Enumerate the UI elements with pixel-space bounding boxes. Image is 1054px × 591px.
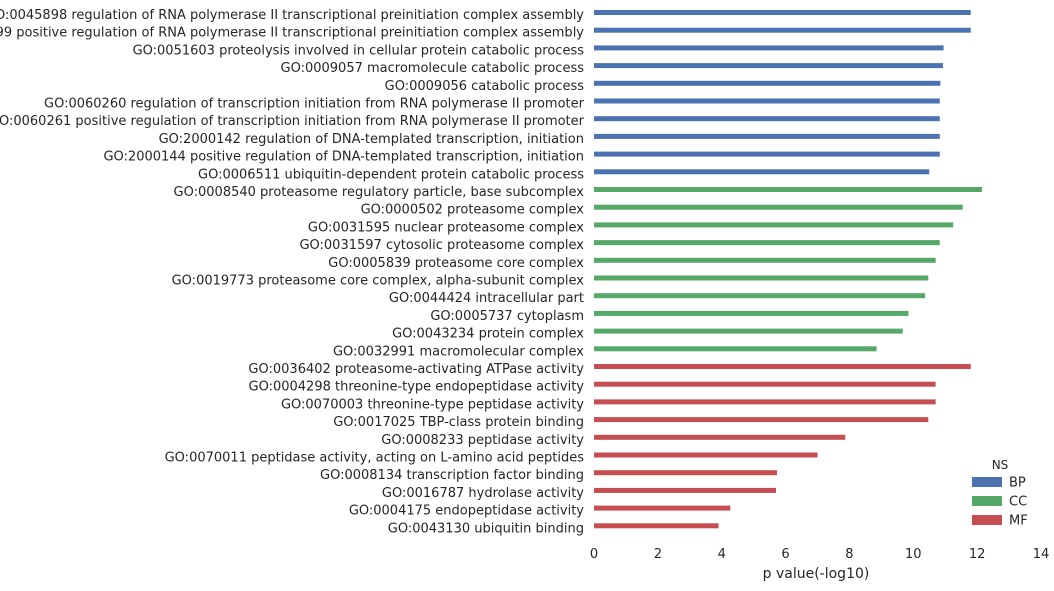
category-label: GO:2000144 positive regulation of DNA-te… xyxy=(103,150,584,165)
bar-bp xyxy=(594,151,940,157)
category-label: GO:0008233 peptidase activity xyxy=(381,433,584,448)
bar-cc xyxy=(594,275,929,281)
bar-bp xyxy=(594,80,941,86)
category-label: GO:0070003 threonine-type peptidase acti… xyxy=(281,397,584,412)
category-label: GO:0031597 cytosolic proteasome complex xyxy=(299,238,584,253)
x-tick-label: 6 xyxy=(781,547,789,562)
category-label: GO:0031595 nuclear proteasome complex xyxy=(308,220,584,235)
legend-swatch-bp xyxy=(972,477,1002,487)
bar-bp xyxy=(594,63,943,69)
bar-mf xyxy=(594,452,818,458)
category-label: GO:0060261 positive regulation of transc… xyxy=(0,114,585,129)
category-label: GO:0017025 TBP-class protein binding xyxy=(333,415,584,430)
bar-bp xyxy=(594,10,971,15)
bars-layer xyxy=(594,10,982,529)
legend: NS BP CC MF xyxy=(972,458,1028,529)
legend-swatch-cc xyxy=(972,496,1002,506)
x-tick-label: 14 xyxy=(1033,547,1050,562)
bar-cc xyxy=(594,204,963,210)
bar-mf xyxy=(594,417,929,423)
x-axis-ticks: 0 2 4 6 8 10 12 14 xyxy=(590,547,1049,562)
category-label: GO:0070011 peptidase activity, acting on… xyxy=(165,451,585,466)
category-labels: GO:0045898 regulation of RNA polymerase … xyxy=(0,8,585,536)
category-label: GO:0060260 regulation of transcription i… xyxy=(44,97,585,112)
x-axis-label: p value(-log10) xyxy=(763,566,870,582)
legend-title: NS xyxy=(992,458,1009,472)
bar-bp xyxy=(594,116,940,122)
bar-mf xyxy=(594,523,719,529)
bar-mf xyxy=(594,470,777,476)
bar-bp xyxy=(594,169,930,175)
category-label: GO:0019773 proteasome core complex, alph… xyxy=(172,274,585,289)
bar-cc xyxy=(594,310,909,316)
bar-mf xyxy=(594,505,731,511)
category-label: GO:0008540 proteasome regulatory particl… xyxy=(174,185,585,200)
category-label: GO:0009056 catabolic process xyxy=(385,79,585,94)
bar-mf xyxy=(594,487,776,493)
legend-label-bp: BP xyxy=(1009,476,1026,491)
category-label: GO:0004175 endopeptidase activity xyxy=(349,504,584,519)
x-tick-label: 12 xyxy=(969,547,986,562)
x-tick-label: 10 xyxy=(905,547,922,562)
bar-cc xyxy=(594,240,940,246)
category-label: GO:0043234 protein complex xyxy=(392,327,584,342)
category-label: GO:2000142 regulation of DNA-templated t… xyxy=(159,132,584,147)
bar-bp xyxy=(594,133,940,139)
category-label: GO:0051603 proteolysis involved in cellu… xyxy=(133,43,585,58)
bar-bp xyxy=(594,98,940,104)
category-label: GO:0009057 macromolecule catabolic proce… xyxy=(281,61,585,76)
category-label: GO:0000502 proteasome complex xyxy=(361,203,585,218)
bar-cc xyxy=(594,293,926,299)
category-label: GO:0005839 proteasome core complex xyxy=(328,256,584,271)
category-label: GO:0044424 intracellular part xyxy=(389,291,584,306)
bar-mf xyxy=(594,399,936,405)
bar-cc xyxy=(594,187,982,192)
bar-cc xyxy=(594,257,936,263)
category-label: GO:0016787 hydrolase activity xyxy=(382,486,584,501)
category-label: GO:0043130 ubiquitin binding xyxy=(388,521,584,536)
bar-cc xyxy=(594,346,877,352)
category-label: GO:0045899 positive regulation of RNA po… xyxy=(0,26,584,41)
legend-swatch-mf xyxy=(972,515,1002,525)
category-label: GO:0032991 macromolecular complex xyxy=(333,344,584,359)
x-tick-label: 8 xyxy=(845,547,853,562)
bar-mf xyxy=(594,434,846,440)
bar-bp xyxy=(594,27,971,33)
x-tick-label: 2 xyxy=(654,547,662,562)
x-tick-label: 4 xyxy=(718,547,726,562)
bar-cc xyxy=(594,328,903,334)
bar-mf xyxy=(594,381,936,387)
category-label: GO:0004298 threonine-type endopeptidase … xyxy=(249,380,585,395)
x-tick-label: 0 xyxy=(590,547,598,562)
legend-label-mf: MF xyxy=(1009,514,1028,529)
legend-label-cc: CC xyxy=(1009,495,1027,510)
category-label: GO:0006511 ubiquitin-dependent protein c… xyxy=(198,167,584,182)
bar-bp xyxy=(594,45,944,51)
category-label: GO:0036402 proteasome-activating ATPase … xyxy=(248,362,584,377)
category-label: GO:0008134 transcription factor binding xyxy=(320,468,584,483)
category-label: GO:0005737 cytoplasm xyxy=(430,309,584,324)
bar-cc xyxy=(594,222,954,228)
legend-entries: BP CC MF xyxy=(972,476,1028,529)
category-label: GO:0045898 regulation of RNA polymerase … xyxy=(0,8,584,23)
bar-mf xyxy=(594,364,971,369)
